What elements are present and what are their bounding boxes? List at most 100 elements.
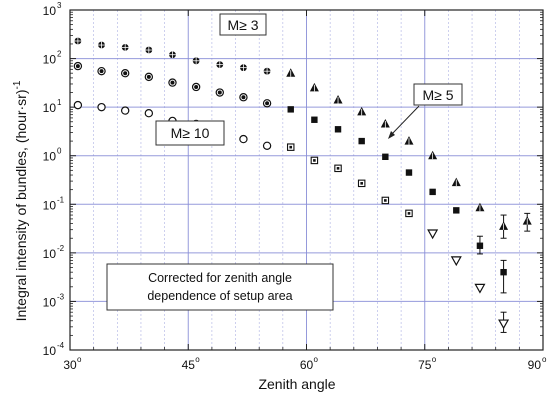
y-tick-label: 10	[43, 150, 57, 164]
y-axis-title: Integral intensity of bundles, (hour·sr)…	[12, 80, 29, 321]
x-tick-degree: o	[195, 355, 200, 364]
data-point-crossed-triangle	[451, 177, 461, 187]
annotation-m10-box	[155, 120, 225, 146]
data-point-circled-dot	[191, 82, 201, 92]
data-point-open-circle	[262, 141, 272, 150]
y-tick-label: 10	[43, 295, 57, 309]
data-point-open-circle	[144, 109, 154, 118]
y-tick-exponent: -2	[57, 244, 65, 253]
annotation-note: Corrected for zenith angle dependence of…	[106, 263, 334, 311]
data-point-crossed-circle	[121, 43, 129, 51]
y-tick-exponent: 2	[57, 50, 62, 59]
x-tick-degree: o	[314, 355, 319, 364]
data-point-crossed-circle	[98, 41, 105, 49]
data-markers	[73, 37, 532, 333]
data-point-filled-square	[382, 153, 389, 160]
data-point-open-down-triangle	[450, 256, 462, 267]
data-point-crossed-triangle	[404, 136, 414, 145]
x-tick-degree: o	[432, 355, 437, 364]
data-point-crossed-triangle	[499, 221, 509, 230]
data-point-circled-dot	[262, 99, 272, 108]
annotation-m10-label: M≥ 10	[171, 125, 210, 141]
data-point-crossed-triangle	[309, 82, 319, 92]
annotation-m3: M≥ 3	[219, 13, 267, 36]
data-point-open-circle	[120, 106, 130, 115]
data-point-crossed-triangle	[475, 202, 485, 212]
y-axis-title-exponent: -1	[12, 80, 23, 89]
data-point-crossed-circle	[240, 64, 247, 72]
x-tick-label: 60	[300, 358, 314, 372]
annotation-m5-box	[413, 83, 463, 106]
data-point-dotted-square	[334, 164, 342, 173]
y-axis-title-base: Integral intensity of bundles, (hour·sr)	[13, 90, 29, 322]
x-axis-title: Zenith angle	[258, 376, 335, 392]
annotation-m5-arrowhead	[388, 131, 395, 139]
y-tick-label: 10	[43, 53, 57, 67]
data-point-crossed-triangle	[286, 68, 296, 77]
data-point-dotted-square	[357, 179, 366, 188]
data-point-open-circle	[239, 134, 248, 144]
x-tick-label: 75	[418, 358, 432, 372]
x-tick-label: 45	[182, 358, 196, 372]
x-tick-label: 30	[63, 358, 77, 372]
annotation-m3-box	[219, 13, 267, 36]
data-point-circled-dot	[168, 78, 177, 87]
data-point-circled-dot	[97, 66, 106, 76]
data-point-crossed-triangle	[428, 150, 438, 160]
data-point-circled-dot	[120, 68, 130, 78]
annotation-m5-label: M≥ 5	[422, 87, 453, 103]
y-tick-exponent: 3	[57, 1, 62, 10]
data-point-filled-square	[476, 242, 484, 249]
data-point-circled-dot	[215, 88, 224, 97]
y-tick-exponent: 0	[57, 147, 62, 156]
data-point-dotted-square	[405, 209, 413, 218]
data-point-crossed-circle	[74, 37, 82, 45]
y-tick-exponent: -1	[57, 195, 65, 204]
annotation-m3-label: M≥ 3	[227, 17, 258, 33]
data-point-filled-square	[358, 137, 365, 145]
data-point-open-down-triangle	[498, 319, 510, 330]
data-point-circled-dot	[73, 61, 83, 71]
data-point-crossed-triangle	[357, 106, 367, 116]
data-point-filled-square	[500, 268, 507, 276]
x-tick-degree: o	[77, 355, 82, 364]
data-point-filled-square	[405, 169, 413, 176]
annotation-note-line-1: Corrected for zenith angle	[148, 271, 292, 285]
data-point-filled-square	[287, 106, 294, 113]
data-point-circled-dot	[144, 72, 154, 82]
data-point-crossed-circle	[263, 67, 271, 75]
data-point-filled-square	[311, 116, 318, 123]
y-tick-label: 10	[43, 101, 57, 115]
y-tick-exponent: -4	[57, 341, 65, 350]
data-point-dotted-square	[286, 143, 295, 151]
data-point-circled-dot	[239, 93, 248, 102]
annotation-m5: M≥ 5	[388, 83, 463, 139]
data-point-open-circle	[73, 100, 83, 110]
data-point-crossed-circle	[169, 51, 176, 59]
data-point-crossed-triangle	[522, 216, 532, 225]
data-point-filled-square	[453, 207, 460, 214]
x-tick-degree: o	[542, 355, 547, 364]
annotation-m5-arrow	[390, 105, 420, 136]
y-tick-label: 10	[43, 4, 57, 18]
data-point-crossed-triangle	[380, 118, 390, 128]
y-tick-label: 10	[43, 198, 57, 212]
annotation-note-box	[106, 263, 334, 311]
annotation-note-line-2: dependence of setup area	[147, 289, 292, 303]
data-point-filled-square	[334, 126, 342, 133]
data-point-crossed-circle	[145, 46, 153, 54]
data-point-filled-square	[429, 188, 436, 196]
data-point-dotted-square	[310, 156, 319, 165]
x-tick-label: 90	[528, 358, 542, 372]
data-point-crossed-circle	[216, 61, 224, 69]
y-tick-label: 10	[43, 344, 57, 358]
annotation-m10: M≥ 10	[155, 120, 225, 146]
data-point-crossed-triangle	[333, 95, 343, 104]
y-tick-exponent: 1	[57, 98, 62, 107]
data-point-crossed-circle	[192, 57, 200, 65]
data-point-open-down-triangle	[474, 283, 486, 294]
data-point-open-circle	[97, 102, 106, 112]
